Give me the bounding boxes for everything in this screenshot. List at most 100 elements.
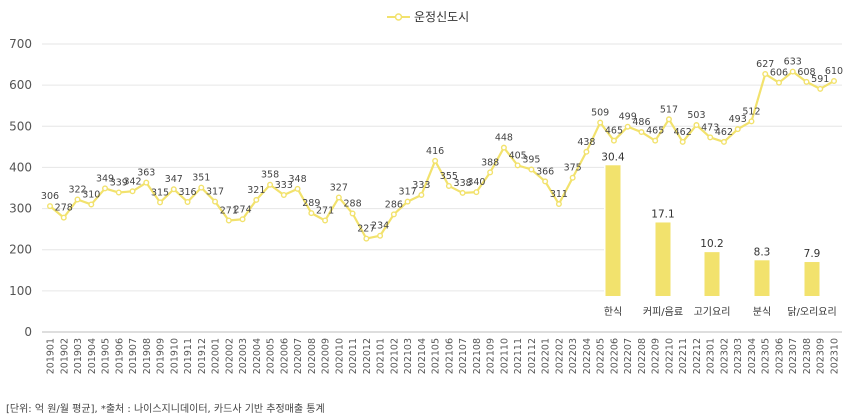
data-point [129, 188, 136, 195]
data-label: 363 [137, 168, 155, 179]
x-tick-label: 202012 [362, 338, 373, 374]
data-point [239, 216, 246, 223]
data-point [60, 214, 67, 221]
data-label: 351 [192, 173, 210, 184]
bar-value-label: 10.2 [700, 238, 723, 250]
data-label: 316 [178, 187, 196, 198]
source-footnote: [단위: 억 원/월 평균], *출처 : 나이스지니데이터, 카드사 기반 추… [6, 404, 325, 415]
x-tick-label: 202010 [334, 338, 345, 374]
bar-value-label: 7.9 [804, 248, 821, 260]
x-tick-label: 202009 [321, 338, 332, 374]
data-label: 355 [440, 171, 458, 182]
data-point [555, 201, 562, 208]
data-label: 271 [316, 206, 334, 217]
data-point [583, 148, 590, 155]
x-tick-label: 201901 [46, 338, 57, 374]
data-point [322, 217, 329, 224]
data-point [349, 210, 356, 217]
data-label: 610 [825, 66, 843, 77]
bar-value-label: 30.4 [601, 151, 625, 163]
data-point [610, 137, 617, 144]
x-tick-label: 201902 [59, 338, 70, 374]
y-tick-label: 400 [9, 160, 32, 174]
bar-category-label: 한식 [604, 306, 622, 318]
x-tick-label: 202108 [472, 338, 483, 374]
data-label: 438 [577, 137, 595, 148]
data-label: 473 [701, 122, 719, 133]
data-label: 627 [756, 59, 774, 70]
x-tick-label: 202308 [802, 338, 813, 374]
x-tick-label: 202305 [761, 338, 772, 374]
data-point [528, 166, 535, 173]
data-label: 465 [646, 126, 664, 137]
y-tick-label: 500 [9, 119, 32, 133]
category-bar [804, 262, 820, 296]
x-tick-label: 201906 [114, 338, 125, 374]
x-tick-label: 202203 [568, 338, 579, 374]
x-tick-label: 202204 [582, 338, 593, 374]
x-tick-label: 202303 [733, 338, 744, 374]
data-label: 375 [564, 163, 582, 174]
x-tick-label: 202003 [238, 338, 249, 374]
x-tick-label: 202104 [417, 338, 428, 374]
y-tick-label: 300 [9, 202, 32, 216]
x-tick-label: 202102 [389, 338, 400, 374]
data-label: 347 [165, 174, 183, 185]
data-label: 462 [674, 127, 692, 138]
y-axis: 0 100 200 300 400 500 600 700 [9, 37, 32, 339]
x-tick-label: 202002 [224, 338, 235, 374]
data-point [294, 185, 301, 192]
bar-category-label: 커피/음료 [643, 306, 683, 318]
x-tick-label: 202109 [486, 338, 497, 374]
x-tick-label: 202206 [609, 338, 620, 374]
x-tick-label: 202310 [830, 338, 841, 374]
data-label: 462 [715, 127, 733, 138]
data-point [267, 181, 274, 188]
data-label: 311 [550, 189, 568, 200]
x-tick-label: 202209 [651, 338, 662, 374]
data-point [198, 184, 205, 191]
y-tick-label: 100 [9, 284, 32, 298]
data-point [473, 189, 480, 196]
data-point [363, 235, 370, 242]
data-point [487, 169, 494, 176]
data-label: 234 [371, 221, 389, 232]
data-label: 416 [426, 146, 444, 157]
data-label: 517 [660, 104, 678, 115]
data-point [720, 138, 727, 145]
data-point [377, 232, 384, 239]
data-label: 288 [344, 199, 362, 210]
data-point [445, 182, 452, 189]
data-point [74, 196, 81, 203]
data-point [115, 189, 122, 196]
x-tick-label: 202302 [719, 338, 730, 374]
data-point [789, 68, 796, 75]
x-tick-label: 202110 [499, 338, 510, 374]
data-label: 503 [687, 110, 705, 121]
data-label: 274 [233, 204, 251, 215]
data-point [665, 116, 672, 123]
x-tick-label: 202301 [706, 338, 717, 374]
category-inset-chart: 30.4 한식 17.1 커피/음료 10.2 고기요리 8.3 분식 7.9 닭/오리요리 [601, 150, 842, 324]
data-label: 317 [399, 187, 417, 198]
x-tick-label: 202205 [596, 338, 607, 374]
data-label: 395 [522, 154, 540, 165]
category-bar [704, 252, 720, 296]
data-point [803, 78, 810, 85]
data-label: 493 [729, 114, 747, 125]
data-point [679, 138, 686, 145]
bar-category-label: 닭/오리요리 [787, 306, 836, 318]
x-tick-label: 202007 [293, 338, 304, 374]
data-point [459, 189, 466, 196]
data-label: 315 [151, 187, 169, 198]
series-line [49, 70, 835, 240]
data-point [143, 179, 150, 186]
x-tick-label: 202307 [788, 338, 799, 374]
data-point [817, 85, 824, 92]
x-tick-label: 201911 [183, 338, 194, 374]
data-point [693, 122, 700, 129]
data-label: 227 [357, 224, 375, 235]
data-label: 591 [811, 74, 829, 85]
x-tick-label: 202103 [403, 338, 414, 374]
data-point [569, 174, 576, 181]
